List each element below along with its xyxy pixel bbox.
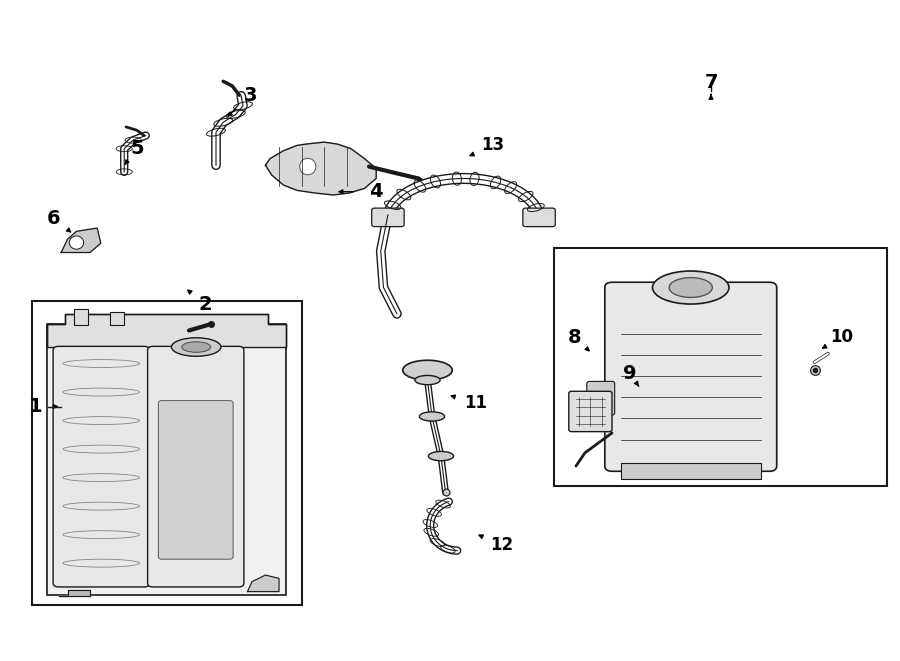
Ellipse shape	[403, 360, 452, 380]
Bar	[32, 301, 302, 605]
Ellipse shape	[182, 342, 211, 352]
FancyBboxPatch shape	[621, 463, 760, 479]
FancyBboxPatch shape	[47, 324, 286, 595]
Text: 6: 6	[47, 209, 61, 227]
Text: 3: 3	[243, 87, 257, 105]
FancyBboxPatch shape	[587, 381, 615, 415]
Ellipse shape	[171, 338, 221, 356]
Text: 9: 9	[623, 364, 637, 383]
FancyBboxPatch shape	[569, 391, 612, 432]
Ellipse shape	[428, 451, 454, 461]
Ellipse shape	[419, 412, 445, 421]
Bar	[110, 312, 124, 325]
Polygon shape	[248, 575, 279, 592]
Bar	[74, 309, 88, 325]
Text: 13: 13	[482, 136, 505, 155]
Bar	[554, 248, 886, 486]
Polygon shape	[58, 590, 90, 596]
Polygon shape	[47, 314, 286, 347]
Text: 11: 11	[464, 394, 487, 412]
Text: 7: 7	[704, 73, 718, 92]
Text: 4: 4	[369, 182, 383, 201]
Ellipse shape	[69, 236, 84, 249]
Ellipse shape	[670, 278, 713, 297]
FancyBboxPatch shape	[158, 401, 233, 559]
FancyBboxPatch shape	[148, 346, 244, 587]
Text: 2: 2	[198, 295, 212, 313]
Ellipse shape	[415, 375, 440, 385]
Text: 10: 10	[830, 328, 853, 346]
Text: 8: 8	[567, 328, 581, 346]
Ellipse shape	[300, 159, 316, 175]
Text: 12: 12	[491, 536, 514, 555]
Ellipse shape	[652, 271, 729, 304]
Text: 1: 1	[29, 397, 43, 416]
Polygon shape	[61, 228, 101, 253]
FancyBboxPatch shape	[53, 346, 149, 587]
FancyBboxPatch shape	[372, 208, 404, 227]
FancyBboxPatch shape	[605, 282, 777, 471]
Polygon shape	[266, 142, 376, 195]
Text: 5: 5	[130, 139, 144, 158]
FancyBboxPatch shape	[523, 208, 555, 227]
